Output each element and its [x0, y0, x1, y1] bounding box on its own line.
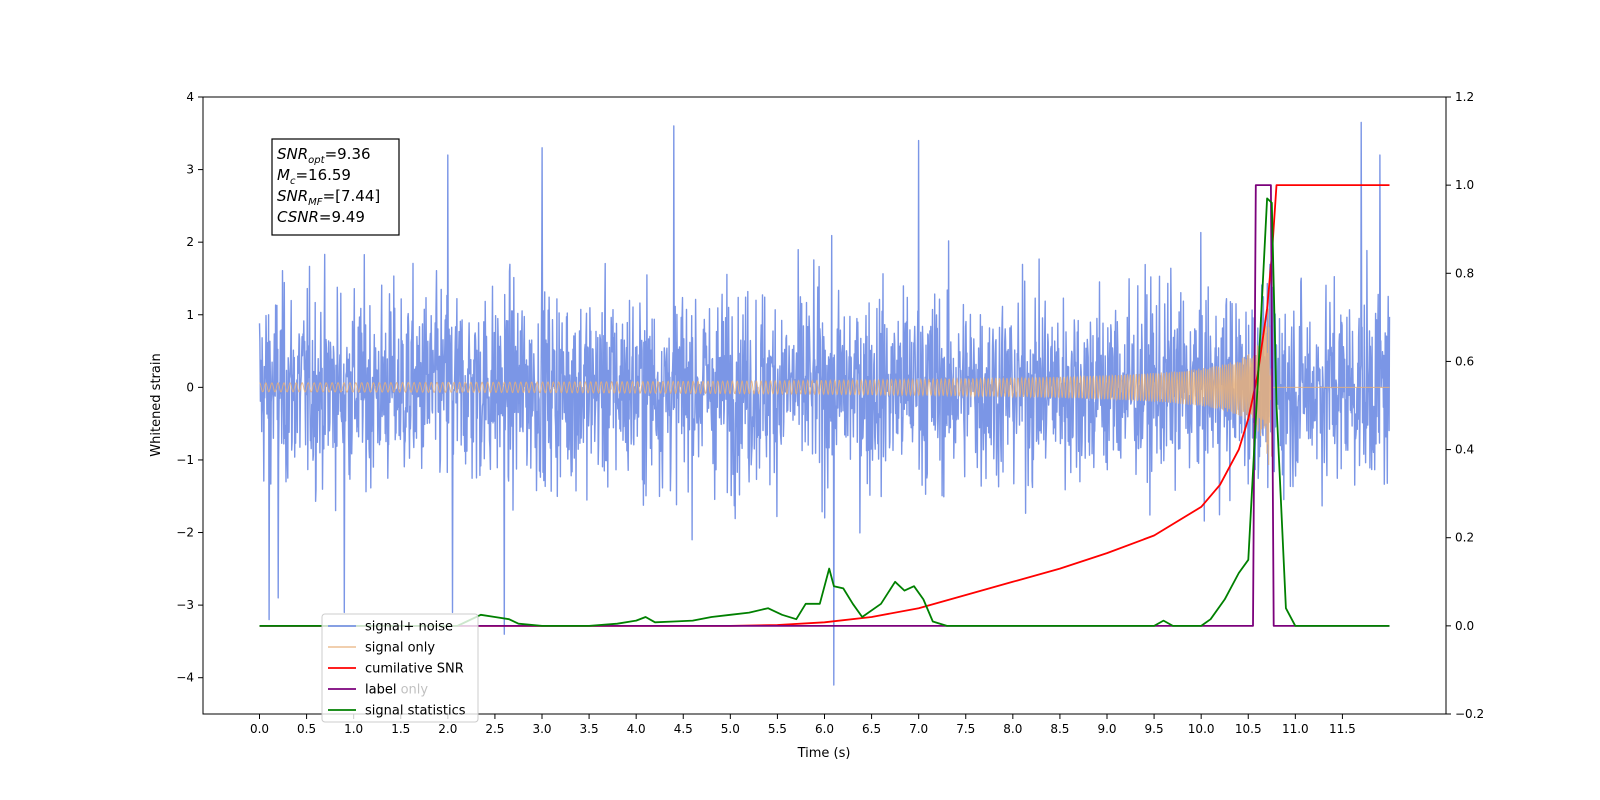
y-tick-label-left: −3	[176, 598, 194, 612]
x-axis-label: Time (s)	[797, 746, 851, 761]
x-tick-label: 7.5	[956, 722, 975, 736]
legend: signal+ noise signal only cumilative SNR la…	[321, 613, 479, 723]
y-tick-label-right: 0.8	[1455, 266, 1474, 280]
x-tick-label: 2.5	[485, 722, 504, 736]
y-tick-label-left: 1	[186, 308, 194, 322]
legend-frame	[321, 613, 479, 723]
x-tick-label: 4.5	[674, 722, 693, 736]
annotation-line: SNRopt=9.36	[277, 145, 371, 166]
legend-label: cumilative SNR	[365, 662, 464, 677]
series-layer	[258, 121, 1391, 686]
y-tick-label-left: −1	[176, 453, 194, 467]
y-tick-label-right: 0.4	[1455, 443, 1474, 457]
legend-label: signal+ noise	[365, 620, 453, 635]
x-tick-label: 5.0	[721, 722, 740, 736]
y-tick-label-left: 2	[186, 235, 194, 249]
x-tick-label: 6.5	[862, 722, 881, 736]
y-tick-label-left: 0	[186, 380, 194, 394]
x-axis: 0.0 0.5 1.0 1.5 2.0 2.5 3.0 3.5 4.0 4.5 5.0 5.5 6.0 6…	[250, 714, 1356, 736]
y-axis-right: −0.2 0.0 0.2 0.4 0.6 0.8 1.0 1.2	[1446, 90, 1484, 721]
x-tick-label: 1.5	[391, 722, 410, 736]
x-tick-label: 3.5	[580, 722, 599, 736]
legend-label: signal only	[365, 641, 435, 656]
x-tick-label: 0.5	[297, 722, 316, 736]
y-tick-label-left: 3	[186, 163, 194, 177]
y-tick-label-left: −2	[176, 526, 194, 540]
y-axis-left: −4 −3 −2 −1 0 1 2 3 4	[176, 90, 203, 685]
series-signal-noise	[258, 121, 1391, 686]
x-tick-label: 11.5	[1329, 722, 1356, 736]
x-tick-label: 1.0	[344, 722, 363, 736]
y-tick-label-right: 0.2	[1455, 531, 1474, 545]
annotation-line: Mc=16.59	[277, 166, 351, 187]
series-cumilative-snr	[259, 184, 1390, 627]
x-tick-label: 10.0	[1188, 722, 1215, 736]
annotation-frame	[271, 138, 400, 236]
x-tick-label: 11.0	[1282, 722, 1309, 736]
x-tick-label: 9.5	[1145, 722, 1164, 736]
series-signal-statistics	[259, 197, 1390, 627]
x-tick-label: 10.5	[1235, 722, 1262, 736]
y-tick-label-right: 0.0	[1455, 619, 1474, 633]
y-axis-label-left: Whitened strain	[149, 353, 164, 456]
x-tick-label: 4.0	[627, 722, 646, 736]
x-tick-label: 9.0	[1097, 722, 1116, 736]
y-tick-label-right: −0.2	[1455, 707, 1484, 721]
x-tick-label: 6.0	[815, 722, 834, 736]
y-tick-label-right: 1.2	[1455, 90, 1474, 104]
annotation-line: CSNR=9.49	[277, 208, 365, 226]
x-tick-label: 8.5	[1050, 722, 1069, 736]
annotation-line: SNRMF=[7.44]	[277, 187, 380, 208]
y-tick-label-right: 1.0	[1455, 178, 1474, 192]
legend-label: signal statistics	[365, 704, 466, 719]
y-tick-label-left: 4	[186, 90, 194, 104]
x-tick-label: 3.0	[532, 722, 551, 736]
x-tick-label: 0.0	[250, 722, 269, 736]
x-tick-label: 7.0	[909, 722, 928, 736]
y-tick-label-left: −4	[176, 671, 194, 685]
series-signal-only	[259, 308, 1390, 466]
legend-label: label	[365, 683, 396, 698]
x-tick-label: 8.0	[1003, 722, 1022, 736]
x-tick-label: 5.5	[768, 722, 787, 736]
x-tick-label: 2.0	[438, 722, 457, 736]
y-tick-label-right: 0.6	[1455, 354, 1474, 368]
legend-label-hidden: label only	[365, 683, 428, 698]
